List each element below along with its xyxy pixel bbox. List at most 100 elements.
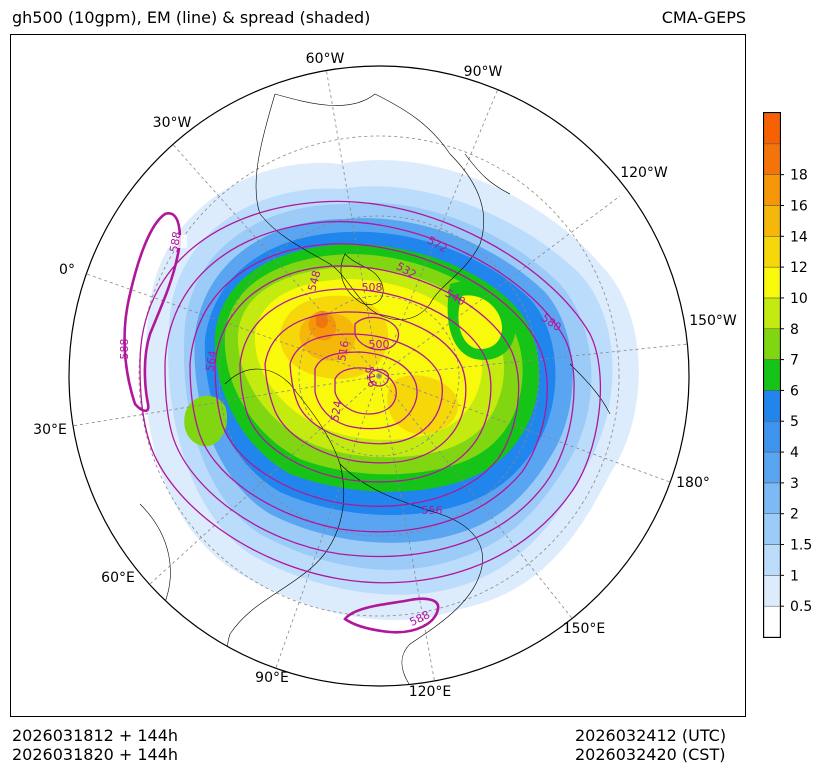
colorbar-block xyxy=(763,451,781,484)
meridian-180 xyxy=(378,375,671,483)
contour-label-524: 524 xyxy=(328,399,344,422)
longitude-labels: 0° 30°W 60°W 90°W 120°W 150°W 180° 150°E… xyxy=(33,51,737,700)
footer-init-utc: 2026031812 + 144h xyxy=(12,726,179,745)
colorbar-tick-label: 10 xyxy=(790,291,808,307)
graticule xyxy=(71,67,689,685)
colorbar-block xyxy=(763,143,781,175)
colorbar-block xyxy=(763,205,781,237)
contour-label-564: 564 xyxy=(203,349,219,372)
colorbar-tick-label: 1 xyxy=(790,568,799,584)
spread-12b xyxy=(387,375,459,435)
colorbar-frame xyxy=(763,112,781,638)
colorbar-block xyxy=(763,359,781,391)
lon-label-0: 0° xyxy=(59,262,75,278)
contour-516 xyxy=(334,367,397,415)
contour-label-588b: 588 xyxy=(118,339,131,360)
lon-label-30e: 30°E xyxy=(33,422,67,438)
colorbar-ticks: 0.5 1 1.5 2 3 4 5 6 7 8 10 12 14 16 18 xyxy=(780,168,812,615)
footer-valid-utc: 2026032412 (UTC) xyxy=(575,726,727,745)
footer-init-cst: 2026031820 + 144h xyxy=(12,745,179,764)
colorbar-block xyxy=(763,112,781,145)
lon-label-60w: 60°W xyxy=(306,51,345,67)
coastlines xyxy=(139,93,611,686)
colorbar-tick-label: 3 xyxy=(790,476,799,492)
colorbar-block xyxy=(763,544,781,576)
parallel-50 xyxy=(218,215,540,537)
contour-label-556: 556 xyxy=(422,504,443,517)
contour-556 xyxy=(214,265,520,507)
contour-508 xyxy=(354,316,400,351)
contour-564 xyxy=(189,243,548,533)
contour-label-588a: 588 xyxy=(167,230,183,253)
contour-label-516a: 516 xyxy=(335,339,351,362)
contour-548 xyxy=(239,288,492,483)
coast-north-america xyxy=(255,93,485,320)
meridian-30w xyxy=(167,138,380,377)
meridian-120w xyxy=(378,195,621,377)
colorbar-block xyxy=(763,420,781,453)
contour-588-pacific xyxy=(343,597,440,634)
contour-label-bg xyxy=(165,235,187,248)
colorbar-tick-label: 16 xyxy=(790,198,808,214)
colorbar-block xyxy=(763,482,781,514)
coast-eurasia-west xyxy=(224,368,345,686)
colorbar-tick-label: 6 xyxy=(790,383,799,399)
parallel-70 xyxy=(298,295,460,457)
lon-label-150w: 150°W xyxy=(689,313,737,329)
colorbar-block xyxy=(763,390,781,422)
meridian-0 xyxy=(71,268,380,377)
contour-label-548: 548 xyxy=(306,269,324,293)
polar-map: 588 588 564 548 508 532 572 540 580 500 … xyxy=(10,34,746,717)
colorbar-block xyxy=(763,513,781,545)
contour-500 xyxy=(368,368,390,387)
colorbar-tick-label: 1.5 xyxy=(790,538,812,554)
colorbar-block xyxy=(763,575,781,607)
contour-572 xyxy=(164,220,575,558)
colorbar-block xyxy=(763,236,781,268)
contour-524 xyxy=(314,351,418,430)
colorbar-tick-label: 12 xyxy=(790,260,808,276)
coast-alaska xyxy=(569,363,611,415)
colorbar: 0.5 1 1.5 2 3 4 5 6 7 8 10 12 14 16 18 xyxy=(763,112,812,638)
contour-540 xyxy=(264,311,467,464)
contour-580 xyxy=(139,200,602,584)
contour-label-500: 500 xyxy=(369,338,390,351)
colorbar-tick-label: 5 xyxy=(790,414,799,430)
colorbar-block xyxy=(763,297,781,330)
lon-label-30w: 30°W xyxy=(153,115,192,131)
lon-label-180: 180° xyxy=(676,475,710,491)
footer-init: 2026031812 + 144h 2026031820 + 144h xyxy=(12,726,178,764)
contour-label-516b: 516 xyxy=(362,365,378,388)
footer-valid: 2026032412 (UTC) 2026032420 (CST) xyxy=(575,726,726,764)
colorbar-tick-label: 18 xyxy=(790,168,808,184)
colorbar-tick-label: 2 xyxy=(790,507,799,523)
colorbar-tick-label: 4 xyxy=(790,445,799,461)
spread-18 xyxy=(316,313,328,329)
spread-green-west xyxy=(184,395,228,447)
colorbar-block xyxy=(763,328,781,360)
meridian-90w xyxy=(378,83,501,377)
lon-label-120e: 120°E xyxy=(409,684,452,700)
meridian-150e xyxy=(378,375,576,623)
colorbar-tick-label: 8 xyxy=(790,322,799,338)
contour-588-atlantic xyxy=(123,212,182,413)
lon-label-150e: 150°E xyxy=(563,621,606,637)
parallel-30 xyxy=(138,135,620,617)
lon-label-120w: 120°W xyxy=(620,165,668,181)
colorbar-tick-label: 0.5 xyxy=(790,599,812,615)
colorbar-block xyxy=(763,266,781,299)
colorbar-blocks xyxy=(763,112,781,638)
chart-title: gh500 (10gpm), EM (line) & spread (shade… xyxy=(12,8,371,27)
meridian-150w xyxy=(378,343,689,377)
contour-532 xyxy=(289,333,443,445)
colorbar-tick-label: 7 xyxy=(790,353,799,369)
meridian-30e xyxy=(71,375,380,427)
lon-label-90w: 90°W xyxy=(464,64,503,80)
colorbar-block xyxy=(763,174,781,206)
lon-label-90e: 90°E xyxy=(255,670,289,686)
colorbar-tick-label: 14 xyxy=(790,229,808,245)
coast-canada-west xyxy=(464,153,511,195)
map-boundary xyxy=(68,65,690,687)
contour-label-508: 508 xyxy=(362,281,383,294)
model-name: CMA-GEPS xyxy=(661,8,746,27)
